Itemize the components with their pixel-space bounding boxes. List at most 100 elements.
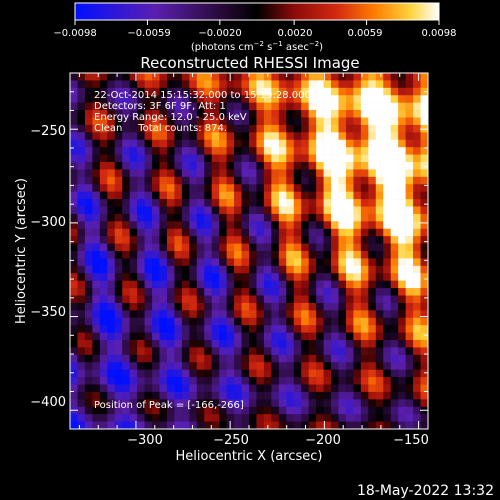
- heatmap-cell: [375, 102, 384, 111]
- heatmap-cell: [181, 199, 190, 207]
- heatmap-cell: [390, 80, 399, 89]
- heatmap-cell: [331, 391, 339, 400]
- heatmap-cell: [166, 191, 175, 200]
- heatmap-cell: [122, 377, 130, 385]
- heatmap-cell: [293, 273, 302, 281]
- heatmap-cell: [159, 147, 168, 155]
- heatmap-cell: [174, 110, 183, 118]
- heatmap-cell: [398, 184, 406, 192]
- heatmap-cell: [345, 169, 354, 178]
- heatmap-cell: [107, 251, 116, 259]
- heatmap-cell: [174, 80, 183, 89]
- heatmap-cell: [249, 154, 257, 163]
- heatmap-cell: [249, 110, 257, 118]
- heatmap-cell: [234, 384, 242, 393]
- heatmap-cell: [181, 110, 190, 118]
- heatmap-cell: [137, 273, 145, 281]
- heatmap-cell: [122, 102, 130, 111]
- heatmap-cell: [286, 73, 295, 81]
- heatmap-cell: [375, 391, 384, 400]
- heatmap-cell: [226, 95, 235, 103]
- heatmap-cell: [405, 273, 414, 281]
- heatmap-cell: [293, 384, 302, 393]
- heatmap-cell: [181, 162, 190, 170]
- heatmap-cell: [316, 280, 324, 289]
- heatmap-cell: [84, 243, 93, 252]
- heatmap-cell: [174, 162, 183, 170]
- heatmap-cell: [353, 228, 362, 237]
- heatmap-cell: [316, 243, 324, 252]
- heatmap-cell: [129, 377, 138, 385]
- heatmap-cell: [77, 184, 86, 192]
- heatmap-cell: [323, 184, 332, 192]
- heatmap-cell: [308, 325, 317, 333]
- heatmap-cell: [181, 414, 190, 422]
- heatmap-cell: [249, 362, 257, 370]
- heatmap-cell: [323, 199, 332, 207]
- heatmap-cell: [398, 87, 406, 96]
- heatmap-cell: [316, 206, 324, 215]
- heatmap-cell: [70, 184, 78, 192]
- heatmap-cell: [122, 391, 130, 400]
- heatmap-cell: [301, 191, 309, 200]
- heatmap-cell: [301, 95, 309, 103]
- heatmap-cell: [234, 95, 242, 103]
- heatmap-cell: [234, 369, 242, 378]
- heatmap-cell: [84, 139, 93, 148]
- heatmap-cell: [196, 206, 205, 215]
- heatmap-cell: [323, 221, 332, 230]
- heatmap-cell: [129, 273, 138, 281]
- heatmap-cell: [114, 147, 123, 155]
- heatmap-cell: [353, 384, 362, 393]
- heatmap-cell: [137, 228, 145, 237]
- heatmap-cell: [166, 362, 175, 370]
- heatmap-cell: [271, 414, 280, 422]
- heatmap-cell: [211, 147, 220, 155]
- heatmap-cell: [152, 362, 160, 370]
- heatmap-cell: [345, 317, 354, 326]
- heatmap-cell: [353, 391, 362, 400]
- heatmap-cell: [204, 184, 213, 192]
- heatmap-cell: [323, 362, 332, 370]
- heatmap-cell: [144, 347, 153, 356]
- heatmap-cell: [278, 288, 287, 296]
- heatmap-cell: [174, 310, 183, 319]
- heatmap-cell: [420, 369, 428, 378]
- heatmap-cell: [129, 102, 138, 111]
- heatmap-cell: [219, 87, 227, 96]
- heatmap-cell: [316, 302, 324, 311]
- heatmap-cell: [122, 421, 130, 429]
- heatmap-cell: [278, 265, 287, 274]
- heatmap-cell: [84, 354, 93, 363]
- heatmap-cell: [331, 169, 339, 178]
- heatmap-cell: [345, 391, 354, 400]
- heatmap-cell: [375, 258, 384, 267]
- heatmap-cell: [77, 325, 86, 333]
- heatmap-cell: [174, 340, 183, 348]
- heatmap-cell: [234, 87, 242, 96]
- heatmap-cell: [278, 139, 287, 148]
- heatmap-cell: [137, 87, 145, 96]
- heatmap-cell: [166, 414, 175, 422]
- heatmap-cell: [159, 310, 168, 319]
- heatmap-cell: [420, 221, 428, 230]
- heatmap-cell: [92, 340, 101, 348]
- heatmap-cell: [241, 221, 250, 230]
- heatmap-cell: [144, 288, 153, 296]
- heatmap-cell: [144, 354, 153, 363]
- heatmap-cell: [226, 362, 235, 370]
- heatmap-cell: [241, 288, 250, 296]
- heatmap-cell: [368, 236, 377, 244]
- heatmap-cell: [181, 236, 190, 244]
- heatmap-cell: [114, 325, 123, 333]
- heatmap-cell: [353, 302, 362, 311]
- heatmap-cell: [204, 221, 213, 230]
- heatmap-cell: [174, 213, 183, 222]
- heatmap-cell: [331, 310, 339, 319]
- heatmap-cell: [241, 265, 250, 274]
- heatmap-cell: [301, 117, 309, 126]
- heatmap-cell: [84, 87, 93, 96]
- heatmap-cell: [360, 340, 369, 348]
- heatmap-cell: [204, 421, 213, 429]
- heatmap-cell: [211, 295, 220, 304]
